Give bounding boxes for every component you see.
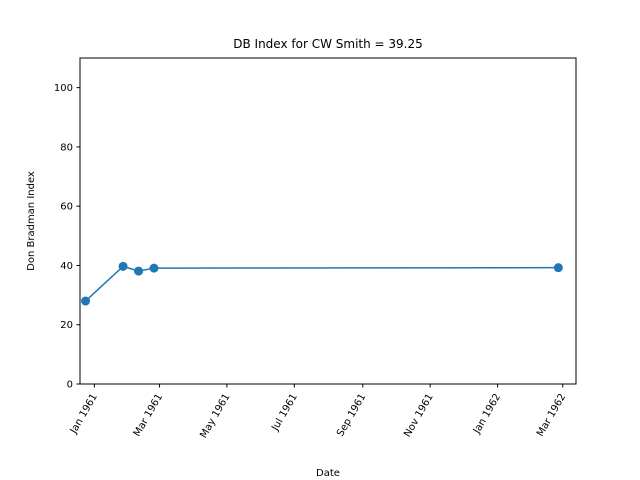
plot-frame — [79, 57, 577, 385]
x-axis-title: Date — [316, 468, 340, 479]
y-tick-label: 80 — [60, 142, 73, 153]
data-point — [118, 261, 128, 271]
y-tick-label: 60 — [60, 202, 73, 213]
data-point — [81, 296, 91, 306]
y-tick-label: 100 — [54, 83, 73, 94]
y-axis: 0 20 40 60 80 100 — [54, 83, 80, 391]
chart-title: DB Index for CW Smith = 39.25 — [233, 37, 423, 51]
y-axis-title: Don Bradman Index — [26, 171, 37, 271]
data-point — [149, 263, 159, 273]
data-point — [134, 266, 144, 276]
data-point — [553, 263, 563, 273]
y-tick-label: 40 — [60, 261, 73, 272]
y-tick-label: 20 — [60, 320, 73, 331]
y-tick-label: 0 — [67, 380, 73, 391]
plot-area — [81, 261, 563, 306]
